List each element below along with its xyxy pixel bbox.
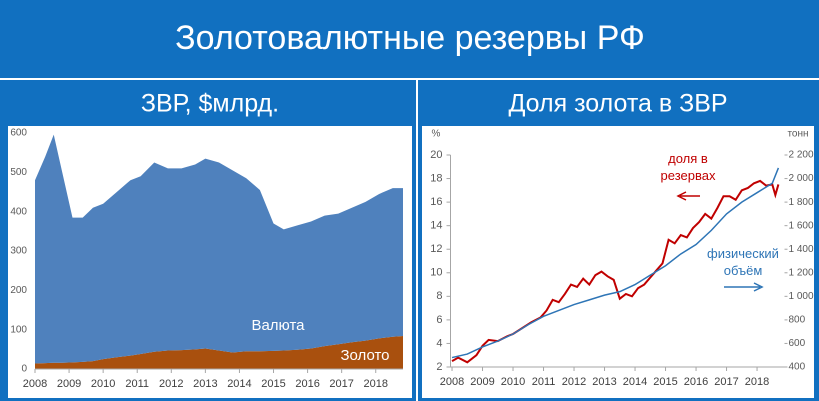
y2-tick-label: 1 800 — [789, 197, 814, 208]
y-tick-label: 18 — [430, 172, 442, 184]
chart-title: ЗВР, $млрд. — [141, 90, 279, 118]
y-tick-label: 16 — [430, 196, 442, 208]
y-tick-label: 8 — [436, 290, 442, 302]
x-tick-label: 2013 — [592, 376, 616, 388]
y-tick-label: 12 — [430, 243, 442, 255]
y2-tick-label: 600 — [789, 338, 806, 349]
y-tick-label: 500 — [10, 167, 27, 178]
arrow — [676, 191, 700, 201]
y2-tick-label: 2 000 — [789, 173, 814, 184]
y2-tick-label: 2 200 — [789, 150, 814, 161]
y-tick-label: 6 — [436, 314, 442, 326]
y-tick-label: 10 — [430, 267, 442, 279]
arrow — [724, 282, 764, 292]
series-label: доля в резервах — [660, 151, 716, 183]
y-tick-label: 300 — [10, 246, 27, 257]
x-tick-label: 2015 — [653, 376, 677, 388]
line — [451, 167, 780, 359]
y-tick-label: 14 — [430, 220, 442, 232]
y2-axis-label: тонн — [787, 129, 808, 140]
x-tick-label: 2016 — [295, 378, 319, 390]
y-axis-label: % — [432, 129, 441, 140]
x-tick-label: 2009 — [470, 376, 494, 388]
y-tick-label: 4 — [436, 337, 442, 349]
x-tick-label: 2013 — [193, 378, 217, 390]
x-tick-label: 2012 — [159, 378, 183, 390]
y2-tick-label: 1 000 — [789, 291, 814, 302]
series-label: Валюта — [251, 317, 305, 334]
series-label: физический объём — [707, 246, 779, 278]
x-tick-label: 2012 — [562, 376, 586, 388]
x-tick-label: 2014 — [623, 376, 647, 388]
x-tick-label: 2016 — [684, 376, 708, 388]
y2-tick-label: 1 200 — [789, 267, 814, 278]
y-tick-label: 600 — [10, 128, 27, 139]
x-tick-label: 2008 — [23, 378, 47, 390]
y-tick-label: 200 — [10, 285, 27, 296]
x-tick-label: 2009 — [57, 378, 81, 390]
x-tick-label: 2018 — [745, 376, 769, 388]
panel — [422, 126, 814, 398]
y2-tick-label: 800 — [789, 315, 806, 326]
y2-tick-label: 1 600 — [789, 220, 814, 231]
x-tick-label: 2017 — [329, 378, 353, 390]
y2-tick-label: 400 — [789, 362, 806, 373]
y-tick-label: 20 — [430, 149, 442, 161]
y-tick-label: 0 — [21, 364, 27, 375]
x-tick-label: 2017 — [714, 376, 738, 388]
y-tick-label: 100 — [10, 324, 27, 335]
x-tick-label: 2018 — [363, 378, 387, 390]
series-label: Золото — [340, 347, 389, 364]
x-tick-label: 2011 — [532, 376, 556, 388]
area — [35, 335, 403, 369]
x-tick-label: 2010 — [501, 376, 525, 388]
page-title: Золотовалютные резервы РФ — [175, 19, 645, 57]
x-tick-label: 2008 — [440, 376, 464, 388]
x-tick-label: 2010 — [91, 378, 115, 390]
y-tick-label: 2 — [436, 361, 442, 373]
x-tick-label: 2011 — [125, 378, 149, 390]
chart-title: Доля золота в ЗВР — [508, 90, 727, 118]
y-tick-label: 400 — [10, 206, 27, 217]
y2-tick-label: 1 400 — [789, 244, 814, 255]
x-tick-label: 2015 — [261, 378, 285, 390]
area — [35, 134, 403, 364]
x-tick-label: 2014 — [227, 378, 251, 390]
